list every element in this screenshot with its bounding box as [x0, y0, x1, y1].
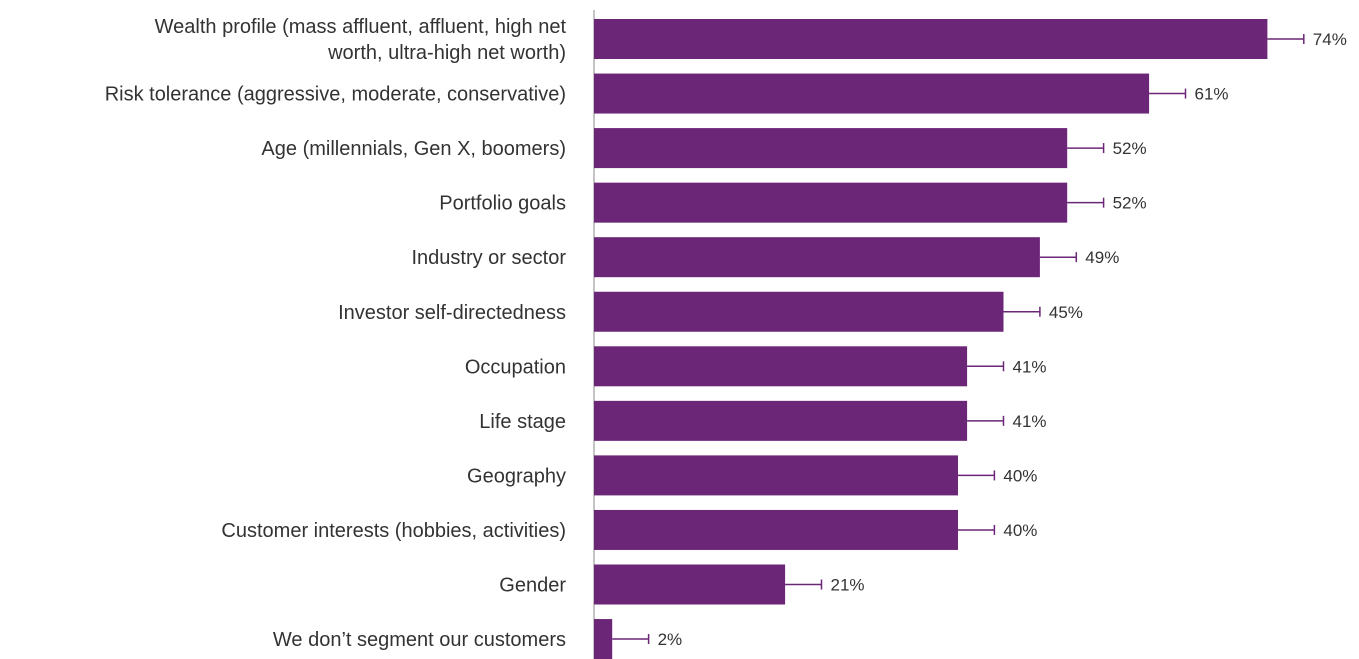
category-label: Life stage — [479, 411, 566, 433]
bar — [594, 182, 1068, 223]
data-label: 41% — [1013, 357, 1047, 376]
bar — [594, 455, 958, 496]
category-label: Gender — [499, 575, 566, 597]
data-label: 49% — [1085, 248, 1119, 267]
bar — [594, 73, 1150, 114]
data-label: 40% — [1003, 521, 1037, 540]
bar — [594, 128, 1068, 169]
data-label: 74% — [1313, 30, 1347, 49]
bar — [594, 619, 613, 659]
category-label: Occupation — [465, 356, 566, 378]
data-label: 52% — [1113, 194, 1147, 213]
category-label: worth, ultra-high net worth) — [327, 42, 566, 64]
data-label: 2% — [658, 630, 683, 649]
data-label: 52% — [1113, 139, 1147, 158]
bar — [594, 19, 1268, 59]
data-label: 41% — [1013, 412, 1047, 431]
data-label: 21% — [831, 576, 865, 595]
category-label: Geography — [467, 465, 566, 487]
category-label: Age (millennials, Gen X, boomers) — [261, 138, 566, 160]
bar — [594, 291, 1004, 332]
bar — [594, 400, 968, 441]
bar — [594, 509, 958, 550]
bar — [594, 346, 968, 387]
bars-layer: 74% Wealth profile (mass affluent, afflue… — [105, 16, 1347, 659]
category-label: Wealth profile (mass affluent, affluent,… — [155, 16, 567, 38]
category-label: Industry or sector — [411, 247, 566, 269]
data-label: 45% — [1049, 303, 1083, 322]
bar — [594, 237, 1040, 278]
category-label: We don’t segment our customers — [273, 629, 566, 651]
bar — [594, 564, 786, 605]
category-label: Customer interests (hobbies, activities) — [221, 520, 566, 542]
category-label: Risk tolerance (aggressive, moderate, co… — [105, 84, 566, 106]
category-label: Portfolio goals — [439, 193, 566, 215]
data-label: 40% — [1003, 466, 1037, 485]
category-label: Investor self-directedness — [338, 302, 566, 324]
data-label: 61% — [1195, 85, 1229, 104]
